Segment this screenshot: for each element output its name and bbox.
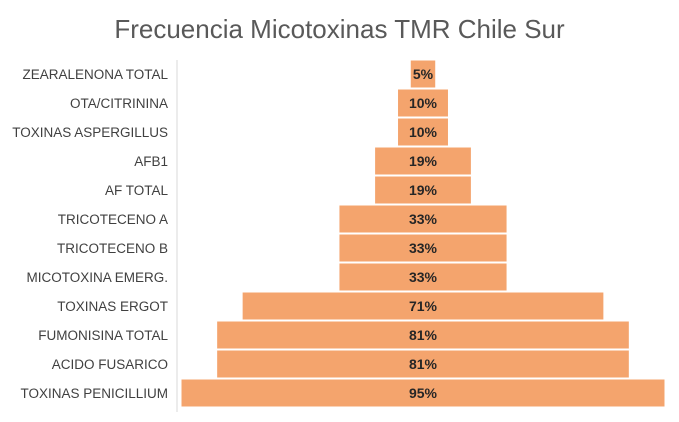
category-label: TOXINAS ASPERGILLUS [12,125,168,140]
bar-0 [409,59,437,89]
value-label: 33% [409,240,438,256]
bar-5 [338,204,508,234]
category-label: ZEARALENONA TOTAL [22,67,168,82]
bar-2 [397,117,449,147]
value-label: 81% [409,327,438,343]
bar-9 [216,320,630,350]
labels-layer: ZEARALENONA TOTAL 5% OTA/CITRININA 10% TOXIN… [12,66,437,401]
bar-6 [338,233,508,263]
category-label: MICOTOXINA EMERG. [26,270,168,285]
value-label: 95% [409,385,438,401]
bar-1 [397,88,449,118]
category-label: AF TOTAL [105,183,169,198]
value-label: 10% [409,124,438,140]
value-label: 5% [413,66,434,82]
value-label: 81% [409,356,438,372]
bar-3 [374,146,472,176]
category-label: ACIDO FUSARICO [52,357,168,372]
bar-7 [338,262,508,292]
value-label: 10% [409,95,438,111]
chart-title: Frecuencia Micotoxinas TMR Chile Sur [114,14,565,44]
bar-10 [216,349,630,379]
category-label: TRICOTECENO A [58,212,168,227]
bars-layer [180,59,666,408]
bar-4 [374,175,472,205]
value-label: 19% [409,182,438,198]
value-label: 71% [409,298,438,314]
value-label: 33% [409,269,438,285]
value-label: 33% [409,211,438,227]
value-label: 19% [409,153,438,169]
category-label: FUMONISINA TOTAL [38,328,168,343]
category-label: TOXINAS PENICILLIUM [20,386,168,401]
bar-11 [180,378,666,408]
bar-8 [241,291,605,321]
category-label: AFB1 [134,154,168,169]
category-label: TOXINAS ERGOT [57,299,168,314]
category-label: OTA/CITRININA [70,96,168,111]
category-label: TRICOTECENO B [57,241,168,256]
